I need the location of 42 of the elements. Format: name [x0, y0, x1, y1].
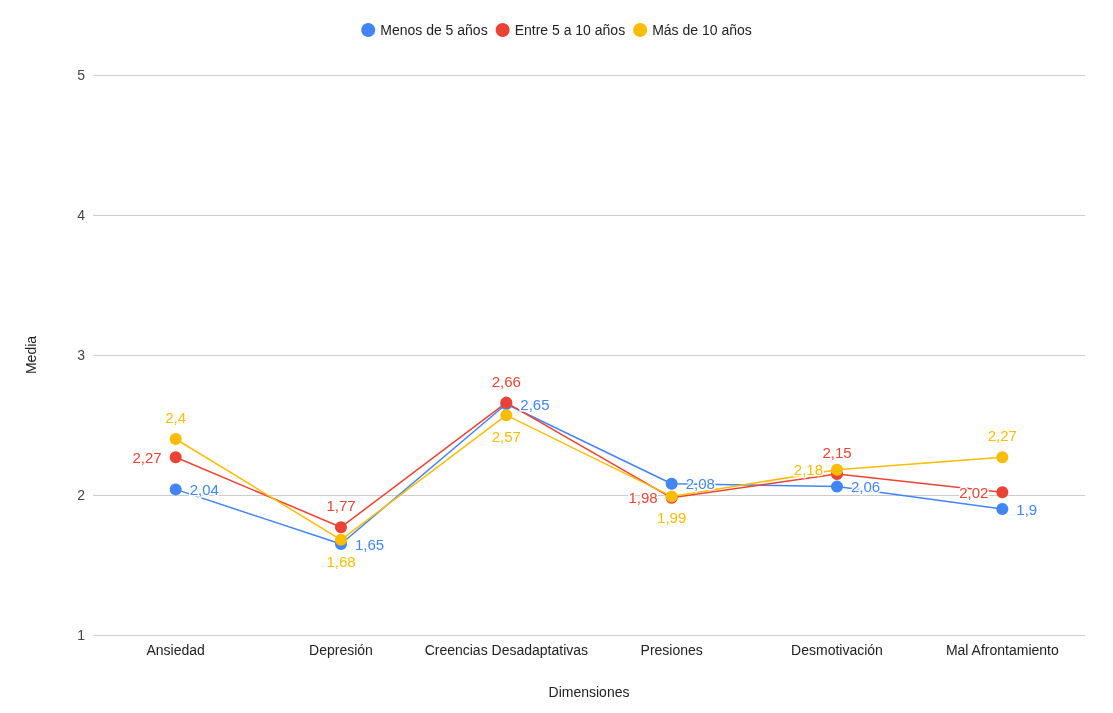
x-tick-label: Creencias Desadaptativas [424, 642, 589, 658]
legend-label: Entre 5 a 10 años [514, 22, 626, 38]
point [500, 409, 513, 422]
point [996, 451, 1009, 464]
y-tick-label: 4 [77, 207, 86, 223]
x-tick-label: Ansiedad [146, 642, 205, 658]
data-label: 2,04 [189, 480, 219, 498]
data-label: 2,65 [520, 395, 550, 413]
y-axis-title: Media [23, 335, 39, 375]
legend-label: Menos de 5 años [380, 22, 488, 38]
x-tick-label: Mal Afrontamiento [945, 642, 1059, 658]
data-label: 2,15 [822, 444, 852, 461]
y-tick-label: 1 [77, 627, 86, 643]
data-label: 2,4 [165, 409, 187, 426]
point [665, 477, 678, 490]
point [335, 521, 347, 534]
point [335, 533, 347, 546]
point [169, 451, 182, 464]
y-tick-label: 5 [77, 67, 86, 83]
point [831, 463, 843, 476]
point [831, 480, 843, 493]
x-tick-label: Depresión [309, 642, 373, 658]
data-label: 2,57 [491, 428, 521, 446]
point [996, 503, 1009, 515]
point [169, 433, 182, 445]
data-label: 1,9 [1016, 500, 1038, 518]
point [169, 483, 182, 496]
x-axis-title: Dimensiones [548, 684, 630, 700]
data-label: 2,27 [987, 427, 1017, 445]
data-label: 1,68 [326, 552, 356, 570]
y-tick-label: 2 [77, 487, 86, 503]
data-label: 2,27 [132, 448, 162, 466]
data-label: 1,65 [355, 535, 385, 553]
legend-label: Más de 10 años [652, 22, 752, 38]
x-tick-label: Desmotivación [791, 642, 883, 658]
x-tick-label: Presiones [640, 642, 703, 658]
data-label: 2,66 [491, 372, 521, 390]
data-label: 1,77 [326, 497, 356, 515]
point [996, 486, 1009, 499]
data-label: 1,99 [657, 509, 687, 527]
data-label: 1,98 [628, 489, 658, 507]
y-tick-label: 3 [77, 347, 86, 363]
